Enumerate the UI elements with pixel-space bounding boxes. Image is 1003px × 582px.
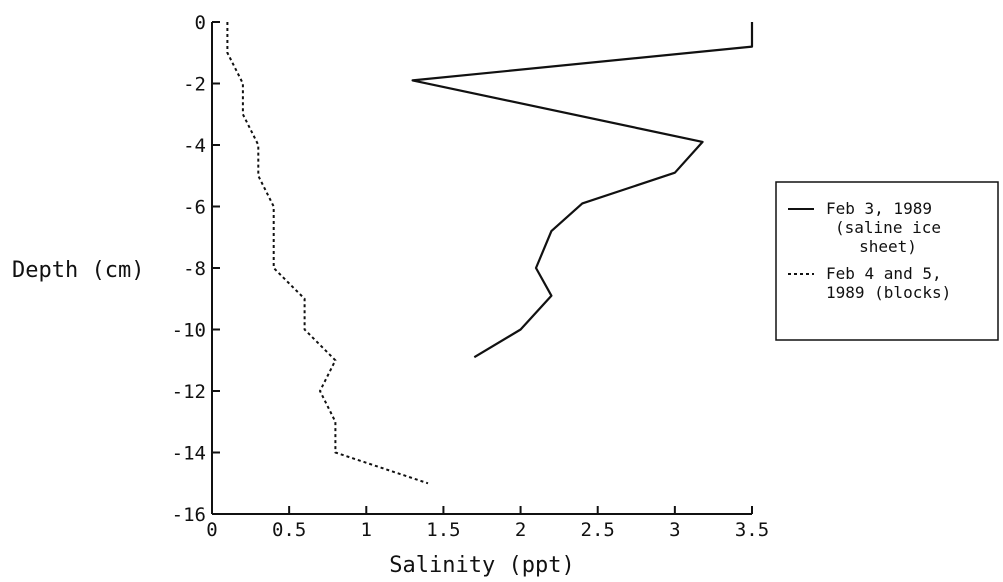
x-axis-title: Salinity (ppt) bbox=[389, 553, 574, 578]
y-axis-title: Depth (cm) bbox=[12, 258, 144, 283]
series-line-1 bbox=[411, 22, 754, 359]
y-tick-label: -10 bbox=[172, 320, 206, 342]
legend-label-1: Feb 3, 1989 bbox=[826, 199, 932, 218]
y-tick-label: -12 bbox=[172, 381, 206, 403]
y-tick-label: -4 bbox=[183, 135, 206, 157]
x-tick-label: 2 bbox=[515, 519, 526, 541]
y-axis-ticks: 0 -2 -4 -6 -8 -10 -12 -14 -16 bbox=[172, 12, 220, 526]
x-axis-ticks: 0 0.5 1 1.5 2 2.5 3 3.5 bbox=[206, 506, 769, 541]
legend-label-1: (saline ice bbox=[835, 218, 941, 237]
series-layer bbox=[226, 22, 754, 485]
x-tick-label: 0.5 bbox=[272, 519, 306, 541]
y-tick-label: -6 bbox=[183, 197, 206, 219]
legend-label-2: Feb 4 and 5, bbox=[826, 264, 942, 283]
y-tick-label: -14 bbox=[172, 443, 206, 465]
x-tick-label: 2.5 bbox=[581, 519, 615, 541]
legend-label-1: sheet) bbox=[859, 237, 917, 256]
y-tick-label: -8 bbox=[183, 258, 206, 280]
y-tick-label: -2 bbox=[183, 74, 206, 96]
x-tick-label: 3 bbox=[669, 519, 680, 541]
x-tick-label: 0 bbox=[206, 519, 217, 541]
x-tick-label: 1 bbox=[361, 519, 372, 541]
x-tick-label: 1.5 bbox=[426, 519, 460, 541]
y-tick-label: -16 bbox=[172, 504, 206, 526]
x-tick-label: 3.5 bbox=[735, 519, 769, 541]
legend-label-2: 1989 (blocks) bbox=[826, 283, 951, 302]
series-line-2 bbox=[226, 22, 429, 485]
y-tick-label: 0 bbox=[195, 12, 206, 34]
